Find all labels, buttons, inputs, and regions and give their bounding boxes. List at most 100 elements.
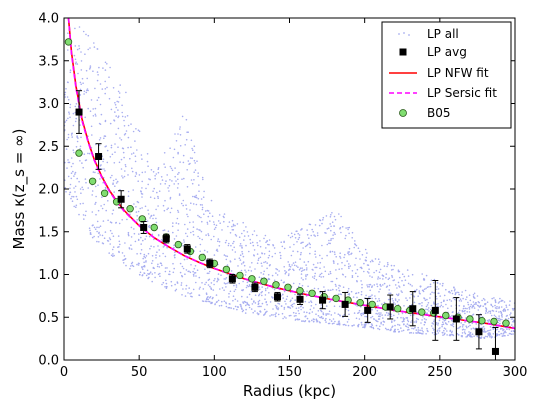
lp-all-point [132, 189, 134, 191]
b05-point [308, 289, 316, 297]
lp-all-point [201, 208, 204, 211]
lp-all-point [294, 293, 296, 296]
lp-all-point [141, 274, 144, 277]
lp-all-point [261, 302, 264, 305]
lp-all-point [92, 108, 94, 110]
lp-all-point [397, 281, 400, 284]
lp-all-point [332, 234, 334, 236]
lp-all-point [98, 144, 101, 146]
lp-all-point [315, 313, 317, 316]
lp-all-point [507, 317, 510, 320]
lp-all-point [394, 284, 397, 286]
lp-all-point [66, 167, 68, 169]
lp-all-point [375, 320, 378, 322]
lp-all-point [301, 267, 303, 269]
lp-all-point [302, 320, 305, 322]
lp-all-point [388, 277, 391, 280]
lp-all-point [118, 222, 121, 225]
lp-all-point [225, 286, 227, 288]
lp-all-point [488, 320, 490, 322]
lp-all-point [175, 235, 178, 237]
lp-all-point [465, 298, 467, 301]
lp-all-point [103, 168, 105, 170]
lp-all-point [186, 169, 188, 171]
lp-all-point [442, 282, 444, 285]
lp-all-point [151, 260, 154, 262]
lp-all-point [183, 177, 185, 180]
legend-swatch-b05 [399, 109, 407, 117]
lp-all-point [254, 294, 257, 297]
lp-all-point [375, 269, 378, 272]
lp-all-point [225, 277, 228, 279]
lp-all-point [179, 145, 182, 147]
lp-all-point [187, 160, 190, 162]
lp-all-point [196, 269, 199, 272]
lp-all-point [169, 165, 172, 168]
lp-all-point [347, 251, 350, 253]
lp-all-point [305, 244, 308, 247]
lp-avg-point [183, 245, 191, 253]
lp-all-point [491, 297, 494, 300]
lp-all-point [190, 202, 192, 204]
lp-all-point [257, 305, 260, 308]
lp-all-point [312, 231, 315, 233]
lp-all-point [105, 188, 107, 190]
lp-all-point [407, 326, 410, 329]
lp-all-point [357, 324, 360, 327]
lp-all-point [292, 282, 295, 285]
lp-all-point [486, 330, 489, 332]
lp-all-point [231, 229, 234, 231]
lp-all-point [157, 168, 159, 170]
lp-all-point [468, 306, 471, 309]
lp-all-point [224, 283, 227, 285]
lp-all-point [334, 320, 336, 323]
lp-all-point [426, 308, 429, 311]
lp-all-point [238, 282, 240, 285]
lp-all-point [198, 215, 201, 218]
lp-all-point [287, 305, 289, 308]
lp-all-point [433, 319, 436, 321]
lp-all-point [368, 283, 371, 286]
lp-all-point [353, 324, 355, 326]
lp-all-point [240, 305, 242, 308]
lp-all-point [443, 294, 446, 297]
lp-all-point [283, 316, 286, 318]
lp-all-point [127, 124, 130, 127]
lp-all-point [65, 191, 67, 193]
lp-all-point [223, 300, 226, 303]
lp-all-point [241, 310, 244, 313]
lp-all-point [110, 144, 113, 147]
lp-all-point [193, 159, 196, 162]
lp-all-point [245, 226, 247, 228]
lp-all-point [396, 287, 398, 289]
lp-all-point [228, 242, 230, 245]
lp-all-point [82, 166, 84, 169]
lp-all-point [341, 268, 343, 270]
lp-all-point [445, 303, 447, 306]
lp-all-point [376, 283, 378, 285]
lp-all-point [354, 240, 356, 242]
lp-all-point [421, 289, 424, 292]
lp-all-point [318, 224, 321, 227]
lp-all-point [326, 228, 329, 230]
lp-all-point [439, 327, 441, 329]
lp-all-point [158, 190, 161, 192]
lp-all-point [124, 242, 126, 244]
lp-all-point [325, 215, 328, 217]
lp-all-point [124, 116, 127, 118]
lp-all-point [175, 140, 178, 142]
b05-point [466, 315, 474, 323]
lp-all-point [442, 334, 444, 337]
lp-all-point [135, 206, 137, 208]
lp-all-point [102, 158, 105, 160]
lp-all-point [272, 244, 275, 247]
lp-all-point [243, 300, 246, 303]
lp-all-point [259, 245, 262, 248]
lp-all-point [212, 289, 215, 291]
lp-all-point [155, 257, 157, 259]
lp-all-point [84, 214, 87, 217]
lp-all-point [499, 310, 502, 313]
lp-all-point [346, 321, 349, 323]
lp-all-point [218, 214, 221, 216]
lp-all-point [430, 308, 432, 311]
